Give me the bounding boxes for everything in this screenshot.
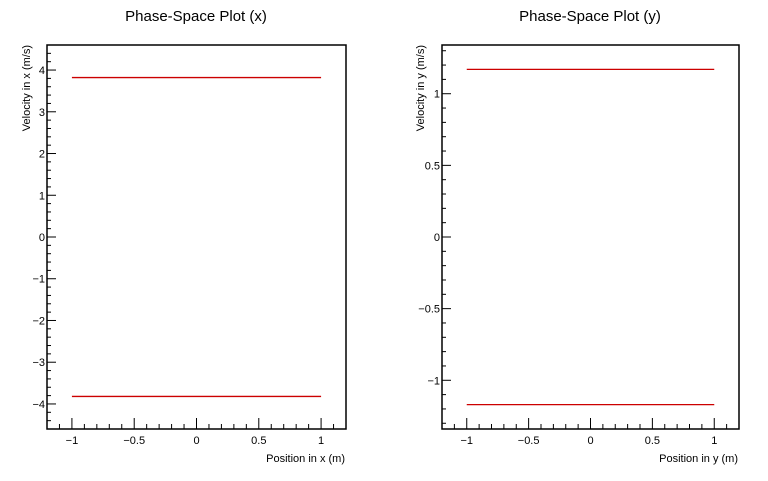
- y-tick-label: 0: [434, 232, 440, 244]
- plot-area: −1 −0.5 0 0.5 1 −4 −3 −2 −1 0 1 2 3 4: [32, 44, 347, 447]
- x-tick-label: 0: [587, 435, 593, 447]
- x-tick-label: 0: [193, 435, 199, 447]
- plot-area: −1 −0.5 0 0.5 1 −1 −0.5 0 0.5 1: [418, 50, 740, 447]
- y-tick-label: 4: [39, 65, 45, 77]
- y-tick-label: −0.5: [418, 304, 440, 316]
- x-tick-label: −0.5: [123, 435, 145, 447]
- x-axis-title: Position in y (m): [659, 453, 738, 465]
- x-tick-label: 0.5: [645, 435, 660, 447]
- y-tick-label: −1: [32, 274, 45, 286]
- chart-title: Phase-Space Plot (y): [519, 8, 661, 25]
- y-tick-label: 1: [434, 89, 440, 101]
- x-tick-label: −0.5: [518, 435, 540, 447]
- y-tick-label: −4: [32, 399, 45, 411]
- y-tick-label: −1: [427, 375, 440, 387]
- x-tick-label: −1: [460, 435, 473, 447]
- y-tick-label: 3: [39, 107, 45, 119]
- x-axis-title: Position in x (m): [266, 453, 345, 465]
- chart-panel-x: Phase-Space Plot (x) −1 −0.5 0 0.5 1−4−3−2−1…: [21, 8, 347, 465]
- y-tick-label: 2: [39, 149, 45, 161]
- x-tick-label: −1: [66, 435, 79, 447]
- y-axis-title: Velocity in y (m/s): [415, 45, 427, 131]
- x-tick-label: 1: [318, 435, 324, 447]
- y-tick-label: 1: [39, 190, 45, 202]
- chart-title: Phase-Space Plot (x): [125, 8, 267, 25]
- y-tick-label: −3: [32, 357, 45, 369]
- chart-panel-y: Phase-Space Plot (y) −1 −0.5 0 0.5 1 −1 −0.5 0 0…: [415, 8, 740, 465]
- y-tick-label: 0.5: [425, 160, 440, 172]
- x-tick-label: 0.5: [251, 435, 266, 447]
- y-tick-label: 0: [39, 232, 45, 244]
- x-tick-label: 1: [711, 435, 717, 447]
- y-axis-title: Velocity in x (m/s): [21, 45, 33, 131]
- y-tick-label: −2: [32, 315, 45, 327]
